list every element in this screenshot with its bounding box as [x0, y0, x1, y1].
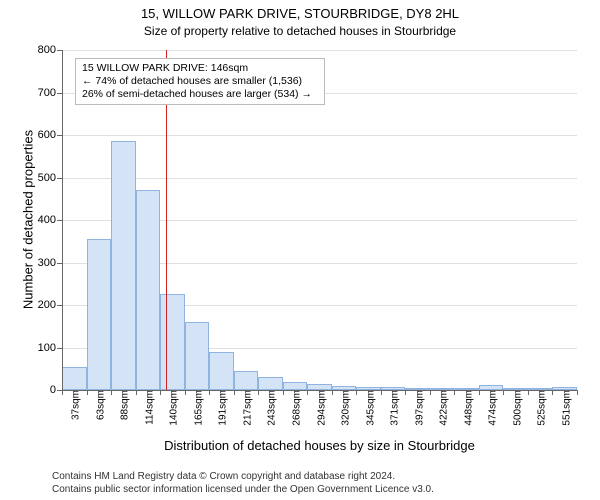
x-tick-label: 525sqm: [533, 390, 548, 426]
x-tick-label: 191sqm: [214, 390, 229, 426]
histogram-bar: [283, 382, 308, 391]
histogram-bar: [160, 294, 185, 390]
x-tick-label: 320sqm: [337, 390, 352, 426]
x-tick-label: 243sqm: [263, 390, 278, 426]
x-axis-line: [62, 390, 577, 391]
callout-box: 15 WILLOW PARK DRIVE: 146sqm← 74% of det…: [75, 58, 325, 105]
x-tick-label: 114sqm: [140, 390, 155, 425]
histogram-bar: [62, 367, 87, 390]
y-tick-label: 800: [38, 44, 62, 56]
credits-line1: Contains HM Land Registry data © Crown c…: [52, 470, 434, 483]
x-tick-label: 88sqm: [116, 390, 131, 420]
x-tick-label: 294sqm: [312, 390, 327, 426]
x-tick-label: 165sqm: [189, 390, 204, 426]
y-tick-label: 100: [38, 342, 62, 354]
y-tick-label: 600: [38, 129, 62, 141]
y-tick-label: 400: [38, 214, 62, 226]
y-tick-label: 700: [38, 87, 62, 99]
x-tick-label: 551sqm: [557, 390, 572, 426]
histogram-bar: [87, 239, 112, 390]
histogram-bar: [111, 141, 136, 390]
x-tick-label: 474sqm: [484, 390, 499, 426]
x-tick-label: 371sqm: [386, 390, 401, 426]
x-tick-label: 345sqm: [361, 390, 376, 426]
histogram-bar: [209, 352, 234, 390]
x-tick-label: 500sqm: [508, 390, 523, 426]
callout-line: ← 74% of detached houses are smaller (1,…: [82, 75, 318, 88]
x-tick-mark: [577, 390, 578, 395]
histogram-bar: [185, 322, 210, 390]
x-tick-label: 140sqm: [165, 390, 180, 426]
y-tick-label: 500: [38, 172, 62, 184]
histogram-bar: [258, 377, 283, 390]
y-tick-label: 0: [50, 384, 62, 396]
y-axis-line: [62, 50, 63, 390]
credits-line2: Contains public sector information licen…: [52, 483, 434, 496]
x-tick-label: 448sqm: [459, 390, 474, 426]
x-axis-title: Distribution of detached houses by size …: [62, 438, 577, 453]
y-tick-label: 200: [38, 299, 62, 311]
x-tick-label: 63sqm: [91, 390, 106, 420]
histogram-bar: [136, 190, 161, 390]
chart-title-line1: 15, WILLOW PARK DRIVE, STOURBRIDGE, DY8 …: [0, 6, 600, 21]
x-tick-label: 268sqm: [287, 390, 302, 426]
x-tick-label: 397sqm: [410, 390, 425, 426]
chart-title-line2: Size of property relative to detached ho…: [0, 24, 600, 38]
x-tick-label: 422sqm: [435, 390, 450, 426]
callout-line: 15 WILLOW PARK DRIVE: 146sqm: [82, 62, 318, 75]
callout-line: 26% of semi-detached houses are larger (…: [82, 88, 318, 101]
y-axis-title: Number of detached properties: [21, 120, 36, 320]
grid-line: [62, 50, 577, 51]
chart-figure: 15, WILLOW PARK DRIVE, STOURBRIDGE, DY8 …: [0, 0, 600, 500]
x-tick-label: 37sqm: [67, 390, 82, 420]
histogram-bar: [234, 371, 259, 390]
grid-line: [62, 178, 577, 179]
y-tick-label: 300: [38, 257, 62, 269]
x-tick-label: 217sqm: [238, 390, 253, 426]
grid-line: [62, 135, 577, 136]
credits-text: Contains HM Land Registry data © Crown c…: [52, 470, 434, 496]
